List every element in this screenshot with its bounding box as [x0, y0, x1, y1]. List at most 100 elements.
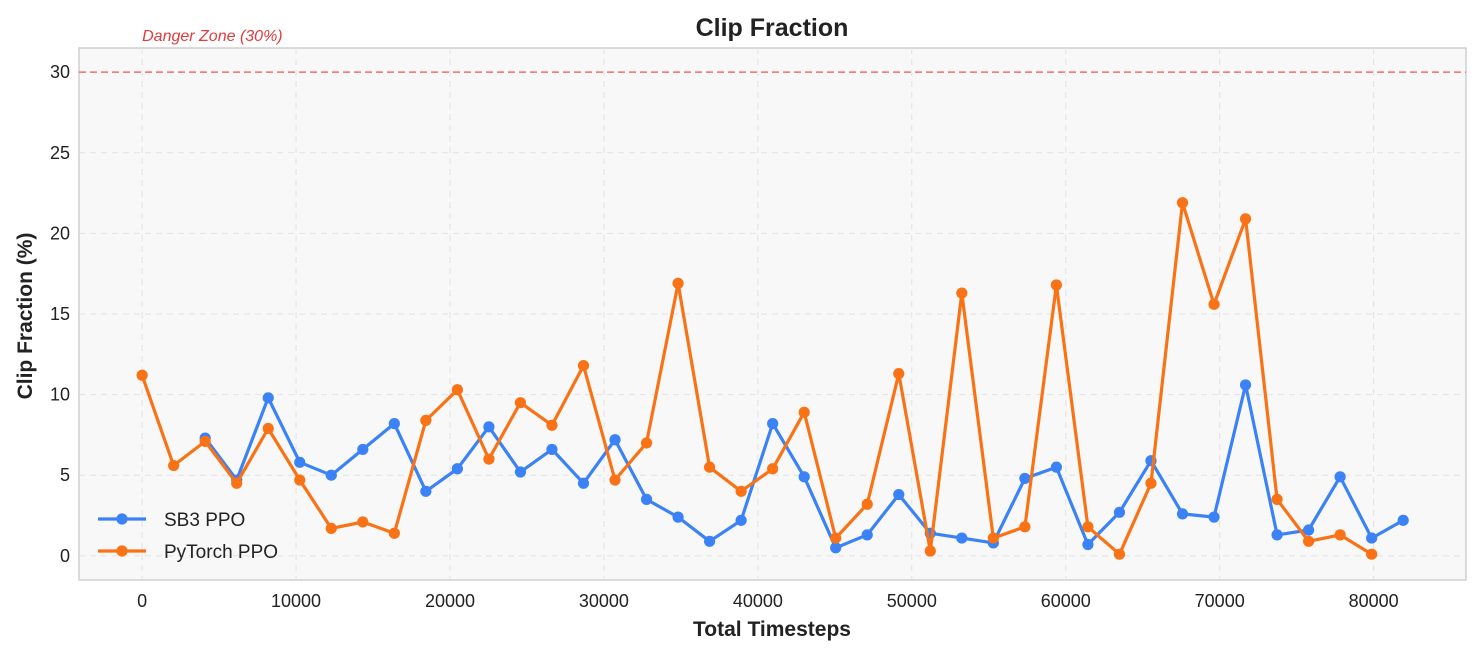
data-point [861, 498, 873, 510]
x-tick-label: 50000 [887, 591, 937, 611]
data-point [514, 397, 527, 409]
data-point [861, 529, 873, 541]
legend-marker [116, 545, 128, 557]
y-tick-label: 5 [60, 465, 70, 485]
data-point [1239, 379, 1252, 391]
y-axis-label: Clip Fraction (%) [14, 233, 37, 400]
data-point [798, 406, 810, 418]
data-point [1397, 514, 1409, 526]
data-point [546, 419, 558, 431]
data-point [262, 392, 274, 404]
data-point [609, 434, 621, 446]
x-tick-label: 30000 [579, 591, 629, 611]
data-point [830, 542, 842, 554]
data-point [1019, 472, 1031, 485]
x-tick-labels: 0 10000 20000 30000 40000 50000 60000 70000 8000… [137, 591, 1399, 611]
data-point [767, 463, 779, 475]
legend-label: SB3 PPO [164, 510, 245, 531]
danger-zone-label: Danger Zone (30%) [142, 28, 283, 45]
data-point [1303, 524, 1315, 536]
x-tick-label: 0 [137, 591, 147, 611]
data-point [735, 485, 747, 497]
legend: SB3 PPO PyTorch PPO [98, 510, 278, 563]
data-point [1113, 506, 1126, 518]
series-line [140, 201, 1374, 556]
data-point [483, 421, 495, 433]
data-point [1208, 298, 1220, 310]
series-pytorch-ppo [136, 197, 1378, 560]
data-point [609, 474, 621, 486]
x-tick-label: 70000 [1195, 591, 1245, 611]
data-point [1050, 279, 1062, 291]
data-point [1113, 548, 1126, 560]
data-point [987, 532, 999, 544]
data-point [672, 511, 684, 523]
data-point [1176, 508, 1189, 520]
data-point [262, 422, 274, 435]
data-point [1366, 548, 1378, 560]
data-point [546, 443, 558, 456]
data-point [294, 456, 306, 468]
chart-title: Clip Fraction [696, 14, 849, 42]
data-point [168, 459, 180, 472]
data-point [640, 493, 653, 505]
data-point [325, 469, 337, 481]
data-point [1019, 521, 1031, 533]
y-tick-label: 30 [50, 62, 70, 82]
data-point [451, 384, 463, 396]
data-point [388, 418, 400, 430]
data-point [199, 435, 211, 447]
data-point [577, 477, 590, 489]
data-point [420, 414, 432, 426]
data-point [735, 514, 747, 526]
data-point [956, 532, 968, 544]
data-point [420, 485, 432, 497]
data-point [357, 516, 369, 528]
data-point [767, 418, 779, 430]
data-point [1208, 511, 1220, 523]
data-point [1050, 461, 1062, 473]
y-tick-label: 10 [50, 385, 70, 405]
data-point [1271, 529, 1283, 541]
data-point [956, 287, 968, 299]
x-tick-label: 60000 [1041, 591, 1091, 611]
x-tick-label: 40000 [733, 591, 783, 611]
data-point [451, 463, 463, 475]
data-point [1145, 477, 1157, 489]
y-tick-labels: 0 5 10 15 20 25 30 [50, 62, 70, 566]
data-point [830, 532, 842, 544]
data-point [1366, 532, 1378, 544]
y-tick-label: 25 [50, 143, 70, 163]
data-point [1271, 493, 1283, 505]
series-layer [136, 197, 1409, 560]
data-point [231, 477, 243, 489]
series-sb3-ppo [199, 379, 1409, 554]
data-point [514, 466, 527, 478]
data-point [924, 545, 936, 557]
data-point [893, 488, 905, 501]
data-point [325, 522, 337, 535]
data-point [672, 277, 684, 289]
y-tick-label: 15 [50, 304, 70, 324]
legend-marker [116, 513, 128, 525]
data-point [1082, 521, 1094, 533]
x-tick-label: 20000 [425, 591, 475, 611]
y-tick-label: 20 [50, 223, 70, 243]
data-point [704, 535, 716, 547]
data-point [483, 453, 495, 465]
data-point [388, 527, 400, 539]
x-tick-label: 80000 [1349, 591, 1399, 611]
data-point [136, 369, 148, 381]
data-point [704, 461, 716, 473]
data-point [294, 474, 306, 486]
x-axis-label: Total Timesteps [693, 618, 851, 641]
legend-label: PyTorch PPO [164, 542, 278, 563]
data-point [1082, 538, 1094, 551]
data-point [1334, 529, 1346, 541]
y-tick-label: 0 [60, 546, 70, 566]
data-point [577, 359, 590, 372]
danger-zone-group: Danger Zone (30%) [79, 28, 1466, 73]
data-point [357, 443, 369, 456]
data-point [1303, 535, 1315, 547]
